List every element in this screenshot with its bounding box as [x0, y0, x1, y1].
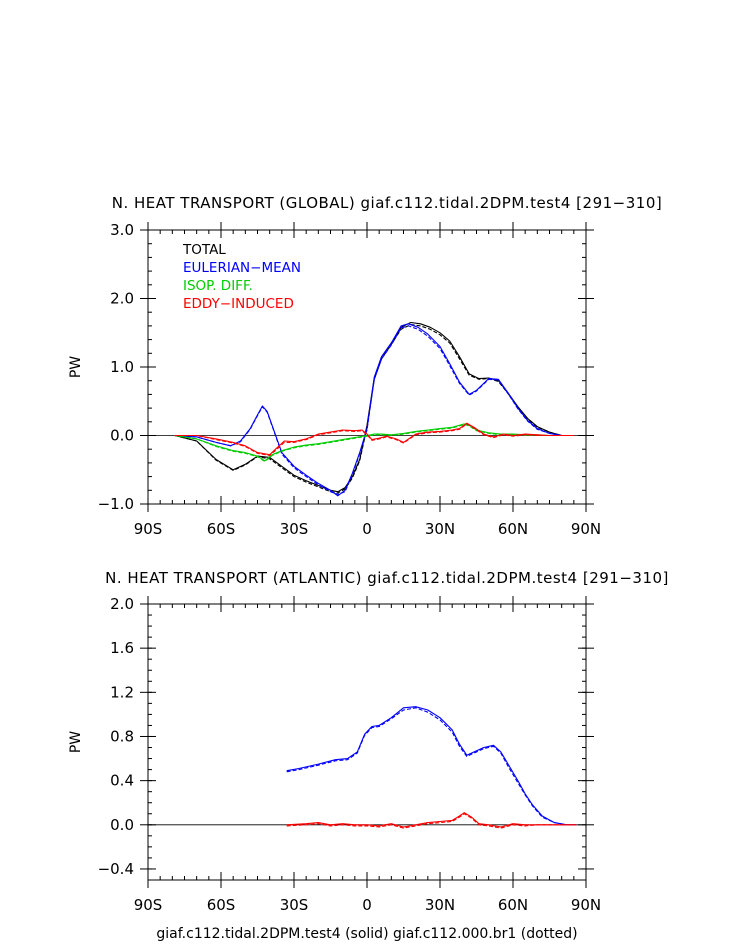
- series-line-total-solid: [174, 321, 574, 493]
- y-tick-label: −0.4: [98, 860, 134, 878]
- legend-entry: TOTAL: [182, 242, 226, 258]
- y-axis-label: PW: [68, 356, 84, 378]
- series-line-eulerian-mean-dashed: [174, 325, 574, 495]
- y-axis-label: PW: [68, 731, 84, 753]
- x-tick-label: 30N: [425, 896, 455, 914]
- legend-entry: EDDY−INDUCED: [183, 296, 294, 312]
- y-tick-label: 1.0: [110, 358, 134, 376]
- legend: TOTAL EULERIAN−MEAN ISOP. DIFF. EDDY−INDUCE…: [182, 242, 301, 312]
- series-line-eddy-induced-solid: [286, 812, 577, 828]
- x-axis-label: giaf.c112.tidal.2DPM.test4 (solid) giaf.…: [156, 926, 577, 942]
- series-line-eddy-induced-solid: [174, 422, 574, 456]
- x-tick-label: 90N: [571, 520, 601, 538]
- x-tick-label: 0: [362, 520, 372, 538]
- y-tick-label: −1.0: [98, 495, 134, 513]
- y-tick-label: 0.0: [110, 816, 134, 834]
- y-tick-label: 2.0: [110, 290, 134, 308]
- y-tick-label: 0.0: [110, 427, 134, 445]
- chart-panel-2: N. HEAT TRANSPORT (ATLANTIC) giaf.c112.t…: [68, 569, 669, 942]
- x-tick-label: 60S: [207, 520, 236, 538]
- y-tick-label: 0.8: [110, 727, 134, 745]
- x-tick-label: 0: [362, 896, 372, 914]
- x-tick-label: 60N: [498, 520, 528, 538]
- x-tick-label: 90S: [134, 896, 163, 914]
- x-tick-label: 30S: [280, 896, 309, 914]
- chart-title: N. HEAT TRANSPORT (ATLANTIC) giaf.c112.t…: [105, 569, 669, 587]
- plot-frame: [147, 603, 587, 881]
- y-tick-label: 1.2: [110, 683, 134, 701]
- x-tick-label: 30N: [425, 520, 455, 538]
- x-tick-label: 60S: [207, 896, 236, 914]
- y-tick-label: 0.4: [110, 772, 134, 790]
- legend-entry: EULERIAN−MEAN: [183, 260, 301, 276]
- x-tick-label: 90N: [571, 896, 601, 914]
- chart-panel-1: N. HEAT TRANSPORT (GLOBAL) giaf.c112.tid…: [68, 194, 662, 538]
- y-tick-label: 2.0: [110, 595, 134, 613]
- series-line-eulerian-mean-dashed: [286, 707, 577, 826]
- series-line-eddy-induced-dashed: [286, 813, 577, 829]
- series-line-eddy-induced-dashed: [174, 423, 574, 456]
- chart-title: N. HEAT TRANSPORT (GLOBAL) giaf.c112.tid…: [112, 194, 662, 212]
- x-tick-label: 90S: [134, 520, 163, 538]
- legend-entry: ISOP. DIFF.: [183, 278, 253, 294]
- y-tick-label: 3.0: [110, 221, 134, 239]
- series-line-eulerian-mean-solid: [174, 323, 574, 497]
- x-tick-label: 30S: [280, 520, 309, 538]
- series-line-total-dashed: [174, 323, 574, 494]
- x-tick-label: 60N: [498, 896, 528, 914]
- series-line-eulerian-mean-solid: [286, 706, 577, 826]
- y-tick-label: 1.6: [110, 639, 134, 657]
